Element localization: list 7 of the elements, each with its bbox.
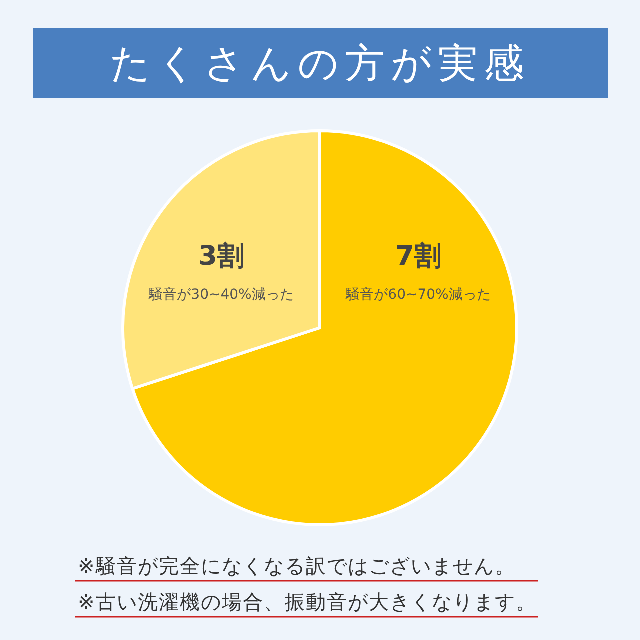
text: ※騒音が完全になくなる訳ではございません。	[78, 554, 516, 578]
data-label: 3割	[198, 240, 244, 272]
slice-label: 騒音が60~70%減った	[345, 286, 491, 303]
text: ※古い洗濯機の場合、振動音が大きくなります。	[78, 590, 537, 614]
chart-title: たくさんの方が実感	[110, 41, 530, 87]
data-label: 7割	[396, 240, 442, 272]
slice-label: 騒音が30~40%減った	[148, 286, 294, 303]
